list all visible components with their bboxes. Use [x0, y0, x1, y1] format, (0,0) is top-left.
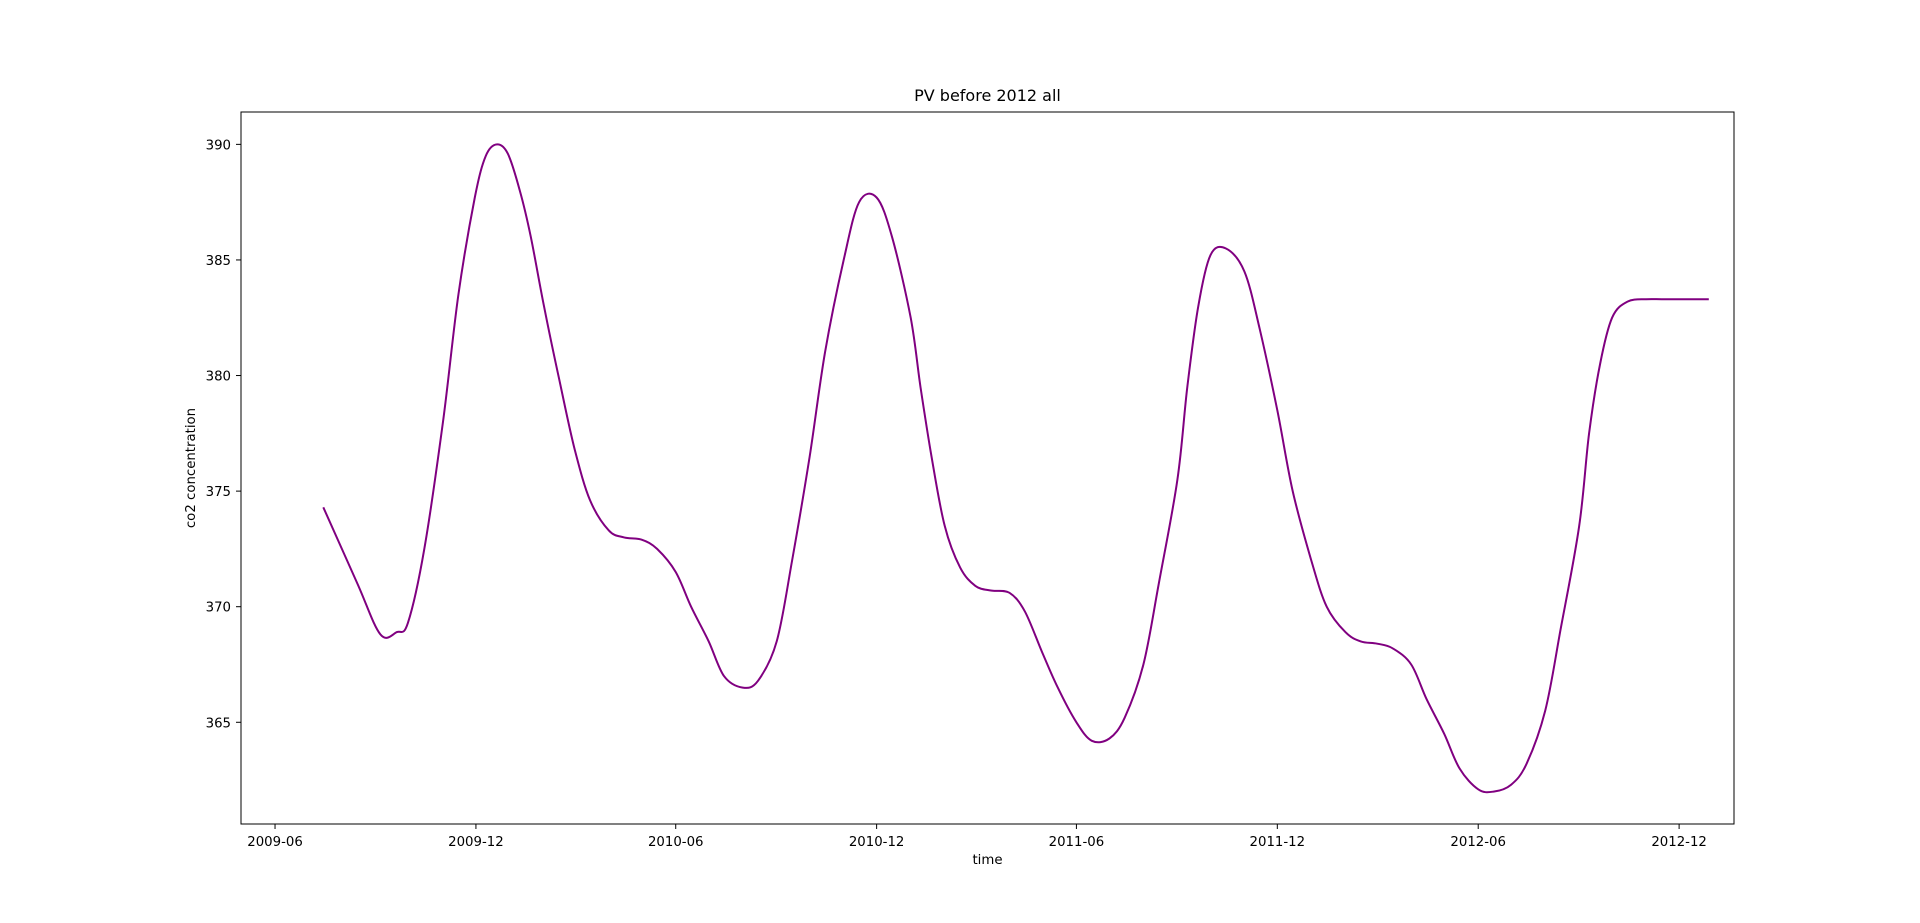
x-tick-label: 2009-06: [247, 835, 303, 850]
y-axis-label: co2 concentration: [184, 408, 199, 528]
series-line-0: [322, 143, 1709, 794]
y-tick-label: 365: [206, 716, 231, 731]
y-tick-label: 380: [206, 370, 231, 385]
axis-ticks: 2009-06 2009-12 2010-06 2010-12 2011-06 2011-…: [206, 138, 1707, 850]
axes-frame: [240, 111, 1735, 825]
x-tick-label: 2011-06: [1049, 835, 1105, 850]
x-tick-label: 2009-12: [448, 835, 504, 850]
x-tick-label: 2011-12: [1250, 835, 1306, 850]
y-tick-label: 370: [206, 601, 231, 616]
plot-area: [322, 143, 1709, 794]
x-tick-label: 2010-06: [648, 835, 704, 850]
x-tick-label: 2012-12: [1651, 835, 1707, 850]
y-tick-label: 375: [206, 485, 231, 500]
y-tick-label: 385: [206, 254, 231, 269]
x-axis-label: time: [972, 853, 1002, 868]
chart-title: PV before 2012 all: [914, 86, 1061, 105]
y-tick-label: 390: [206, 138, 231, 153]
x-tick-label: 2012-06: [1450, 835, 1506, 850]
x-tick-label: 2010-12: [849, 835, 905, 850]
